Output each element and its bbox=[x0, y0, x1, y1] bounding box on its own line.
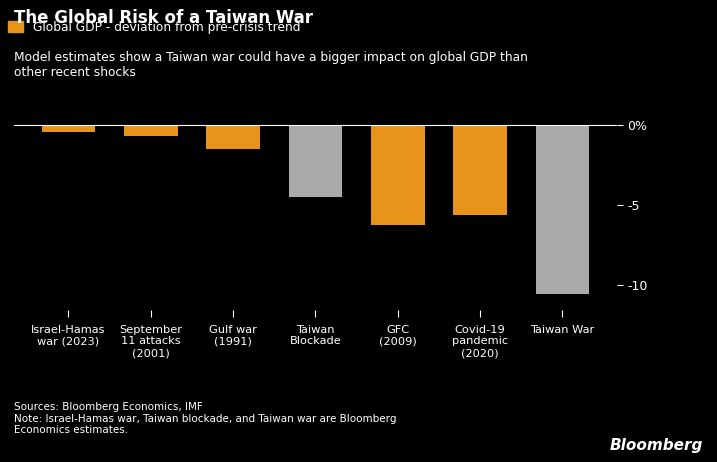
Bar bbox=[42, 125, 95, 132]
Text: Bloomberg: Bloomberg bbox=[609, 438, 703, 453]
Bar bbox=[536, 125, 589, 293]
Legend: Global GDP - deviation from pre-crisis trend: Global GDP - deviation from pre-crisis t… bbox=[9, 21, 300, 34]
Text: The Global Risk of a Taiwan War: The Global Risk of a Taiwan War bbox=[14, 9, 313, 27]
Bar bbox=[371, 125, 424, 225]
Text: Sources: Bloomberg Economics, IMF
Note: Israel-Hamas war, Taiwan blockade, and T: Sources: Bloomberg Economics, IMF Note: … bbox=[14, 402, 397, 435]
Bar bbox=[124, 125, 178, 136]
Text: Model estimates show a Taiwan war could have a bigger impact on global GDP than
: Model estimates show a Taiwan war could … bbox=[14, 51, 528, 79]
Bar bbox=[206, 125, 260, 149]
Bar bbox=[289, 125, 342, 197]
Bar bbox=[453, 125, 507, 215]
